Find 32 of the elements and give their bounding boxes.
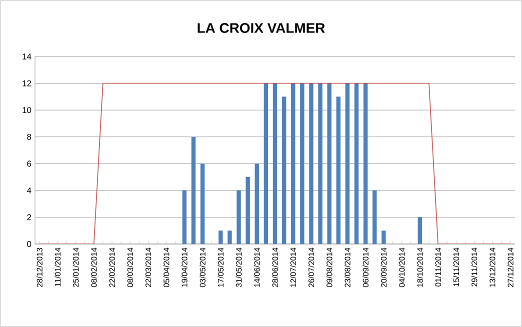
bar [354,83,359,244]
chart-title: LA CROIX VALMER [198,23,325,33]
bar [272,83,278,244]
bar [336,96,340,244]
y-tick-label: 6 [27,160,32,167]
bar [309,83,314,244]
bar [246,177,250,244]
bar [291,83,296,244]
bar [418,217,422,244]
bar [228,230,232,244]
bar [254,164,259,244]
bar [300,83,304,244]
y-tick-label: 10 [22,107,32,114]
bar [363,83,368,244]
bar [372,190,377,244]
y-tick-label: 0 [27,241,32,247]
bar [200,164,205,244]
bar [382,230,386,244]
bar [191,136,196,244]
bar [182,190,187,244]
y-tick-label: 4 [26,188,32,194]
bar [345,83,350,244]
y-tick-label: 2 [27,214,32,220]
y-tick-label: 14 [22,54,32,60]
bar [264,83,268,244]
y-tick-label: 8 [27,134,32,140]
bar [236,190,241,244]
y-tick-label: 12 [22,80,32,86]
bar [218,230,223,244]
bar [327,83,332,244]
bar [282,96,286,244]
bar [318,83,322,244]
